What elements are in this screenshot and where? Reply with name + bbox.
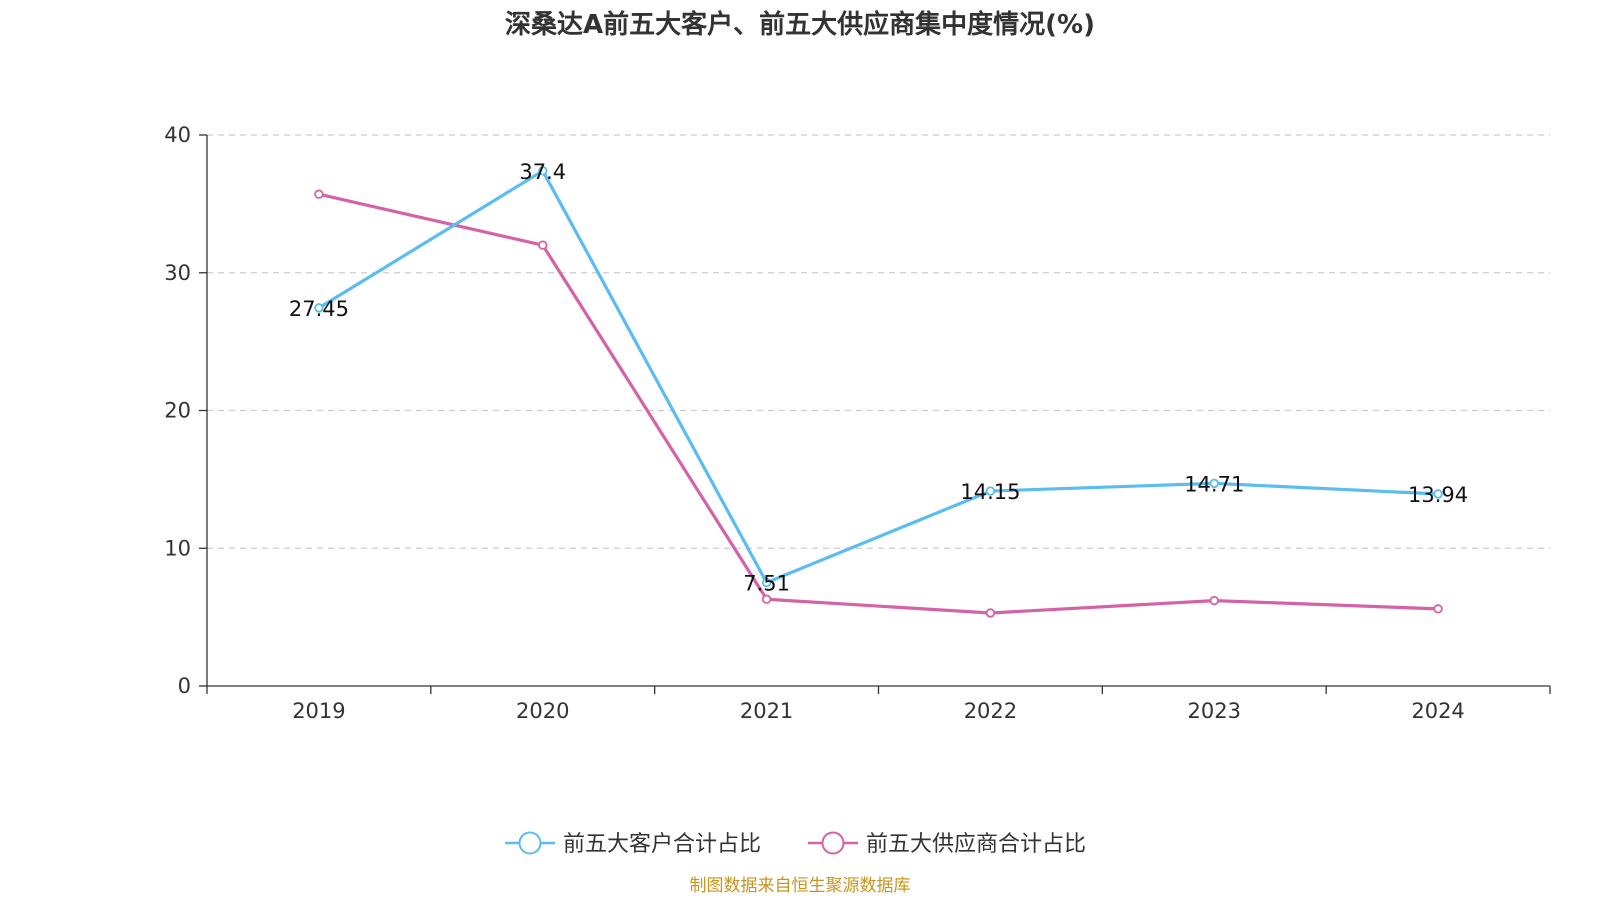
data-point: [1209, 478, 1219, 489]
x-tick-label: 2022: [964, 699, 1017, 723]
grid: [207, 134, 1550, 549]
y-tick-label: 20: [164, 399, 191, 423]
x-tick-label: 2023: [1188, 699, 1241, 723]
data-label: 14.15: [960, 480, 1020, 504]
y-tick-label: 30: [164, 261, 191, 285]
data-label: 7.51: [743, 572, 790, 596]
y-tick-label: 0: [178, 674, 191, 698]
data-label: 13.94: [1408, 483, 1468, 507]
data-point: [314, 189, 324, 199]
data-label: 37.4: [519, 160, 566, 184]
x-tick-label: 2024: [1411, 699, 1464, 723]
series-layer: [314, 166, 1443, 618]
data-label: 14.71: [1184, 472, 1244, 496]
data-point: [314, 303, 324, 313]
axes: 0 10 20 30 40 2019 2020 2021 2022 2023 2024: [164, 123, 1551, 723]
data-point: [1209, 595, 1219, 606]
data-labels: 27.45 37.4 7.51 14.15 14.71 13.94: [289, 160, 1468, 596]
data-point: [985, 608, 996, 618]
x-tick-label: 2020: [516, 699, 569, 723]
data-point: [761, 594, 772, 604]
data-point: [1433, 489, 1443, 499]
chart-title: 深桑达A前五大客户、前五大供应商集中度情况(%): [505, 9, 1095, 40]
legend-marker: [821, 831, 845, 855]
legend-label: 前五大供应商合计占比: [866, 832, 1086, 857]
data-point: [538, 240, 548, 250]
source-note: 制图数据来自恒生聚源数据库: [690, 876, 911, 896]
y-tick-label: 10: [164, 536, 191, 560]
series-line: [318, 169, 1439, 585]
data-point: [538, 166, 548, 176]
legend: 前五大客户合计占比 前五大供应商合计占比: [505, 831, 1086, 857]
data-point: [761, 577, 772, 588]
y-tick-label: 40: [164, 123, 191, 147]
series-line: [318, 192, 1439, 615]
x-tick-label: 2019: [292, 699, 345, 723]
legend-marker: [518, 831, 542, 855]
x-tick-label: 2021: [740, 699, 793, 723]
data-label: 27.45: [289, 297, 349, 321]
legend-label: 前五大客户合计占比: [563, 832, 761, 857]
data-point: [1433, 604, 1443, 614]
data-point: [985, 486, 996, 496]
